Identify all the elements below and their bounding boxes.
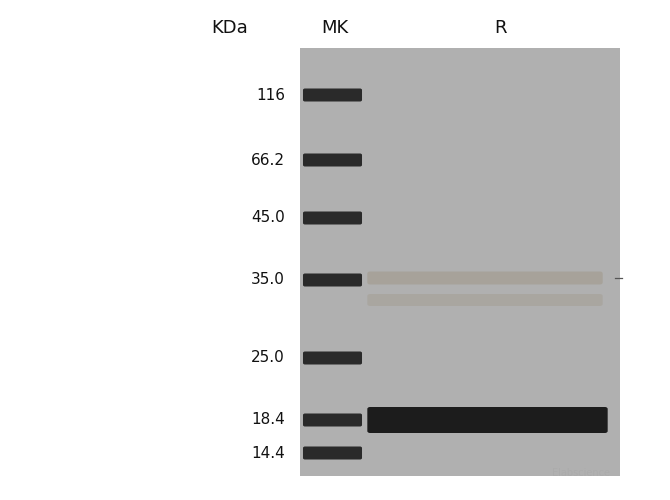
FancyBboxPatch shape xyxy=(303,88,362,102)
Text: R: R xyxy=(494,19,507,37)
FancyBboxPatch shape xyxy=(303,154,362,166)
Text: 18.4: 18.4 xyxy=(251,412,285,428)
Text: KDa: KDa xyxy=(212,19,249,37)
FancyBboxPatch shape xyxy=(367,407,608,433)
Text: 35.0: 35.0 xyxy=(251,272,285,287)
Text: 66.2: 66.2 xyxy=(251,152,285,168)
FancyBboxPatch shape xyxy=(303,352,362,364)
FancyBboxPatch shape xyxy=(303,212,362,224)
FancyBboxPatch shape xyxy=(367,272,603,284)
FancyBboxPatch shape xyxy=(303,446,362,460)
FancyBboxPatch shape xyxy=(303,274,362,286)
Text: MK: MK xyxy=(322,19,348,37)
FancyBboxPatch shape xyxy=(367,294,603,306)
Text: 14.4: 14.4 xyxy=(251,446,285,460)
Text: 45.0: 45.0 xyxy=(251,210,285,226)
Text: Elabscience: Elabscience xyxy=(552,468,610,478)
Bar xyxy=(300,48,620,476)
FancyBboxPatch shape xyxy=(303,414,362,426)
Text: 116: 116 xyxy=(256,88,285,102)
Text: 25.0: 25.0 xyxy=(251,350,285,366)
